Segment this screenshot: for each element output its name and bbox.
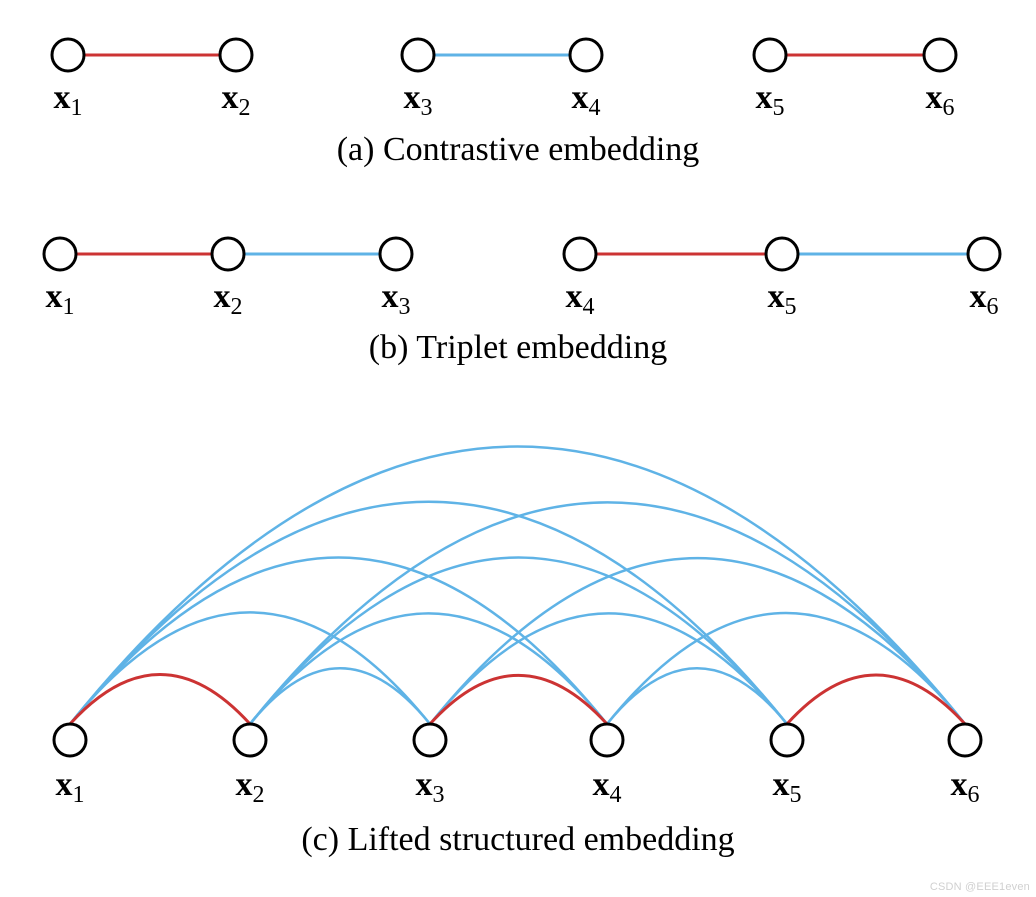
panel-a-node-label-1: x1	[54, 79, 83, 121]
panel-c-red-arc-1	[70, 675, 250, 725]
panel-a-node-label-4: x4	[572, 79, 601, 121]
panel-b-node-label-5: x5	[768, 278, 797, 320]
panel-c-blue-arc-6	[250, 613, 607, 724]
panel-c-blue-arc-1	[70, 612, 430, 724]
panel-a-node-label-5: x5	[756, 79, 785, 121]
panel-c-blue-arc-12	[607, 613, 965, 724]
panel-b-node-1	[44, 238, 76, 270]
panel-b-node-4	[564, 238, 596, 270]
panel-b-node-label-1: x1	[46, 278, 75, 320]
panel-a-node-4	[570, 39, 602, 71]
panel-c-node-label-6: x6	[951, 766, 980, 808]
caption-c: (c) Lifted structured embedding	[301, 821, 734, 858]
panel-c-node-5	[771, 724, 803, 756]
panel-a-node-label-6: x6	[926, 79, 955, 121]
panel-b-node-3	[380, 238, 412, 270]
panel-b-node-2	[212, 238, 244, 270]
caption-b: (b) Triplet embedding	[369, 329, 667, 366]
panel-a-node-2	[220, 39, 252, 71]
panel-b-node-5	[766, 238, 798, 270]
panel-b-node-label-4: x4	[566, 278, 595, 320]
panel-b-node-label-6: x6	[970, 278, 999, 320]
panel-a-node-label-3: x3	[404, 79, 433, 121]
panel-c-blue-arc-5	[250, 668, 430, 724]
panel-a-node-1	[52, 39, 84, 71]
panel-c-node-4	[591, 724, 623, 756]
panel-c-node-label-1: x1	[56, 766, 85, 808]
panel-c-node-label-5: x5	[773, 766, 802, 808]
panel-a-node-label-2: x2	[222, 79, 251, 121]
panel-c-blue-arc-9	[430, 613, 787, 724]
diagram-container: x1 x2 x3 x4 x5 x6 (a) Contrastive embedding x1 x…	[0, 0, 1036, 897]
watermark-text: CSDN @EEE1even	[930, 881, 1030, 893]
panel-c-blue-arc-11	[607, 668, 787, 724]
diagram-svg: x1 x2 x3 x4 x5 x6 (a) Contrastive embedding x1 x…	[0, 0, 1036, 897]
panel-a-node-3	[402, 39, 434, 71]
panel-c-blue-arc-4	[70, 447, 965, 724]
panel-a-node-5	[754, 39, 786, 71]
panel-c-node-3	[414, 724, 446, 756]
panel-c-node-6	[949, 724, 981, 756]
panel-c-red-arc-2	[430, 675, 607, 724]
panel-c-red-arc-3	[787, 675, 965, 724]
panel-b-node-label-2: x2	[214, 278, 243, 320]
panel-c-node-label-2: x2	[236, 766, 265, 808]
panel-a-node-6	[924, 39, 956, 71]
panel-b-node-6	[968, 238, 1000, 270]
panel-c-node-label-3: x3	[416, 766, 445, 808]
panel-c-node-2	[234, 724, 266, 756]
panel-b-node-label-3: x3	[382, 278, 411, 320]
caption-a: (a) Contrastive embedding	[337, 131, 700, 168]
panel-c-node-label-4: x4	[593, 766, 622, 808]
panel-c-node-1	[54, 724, 86, 756]
